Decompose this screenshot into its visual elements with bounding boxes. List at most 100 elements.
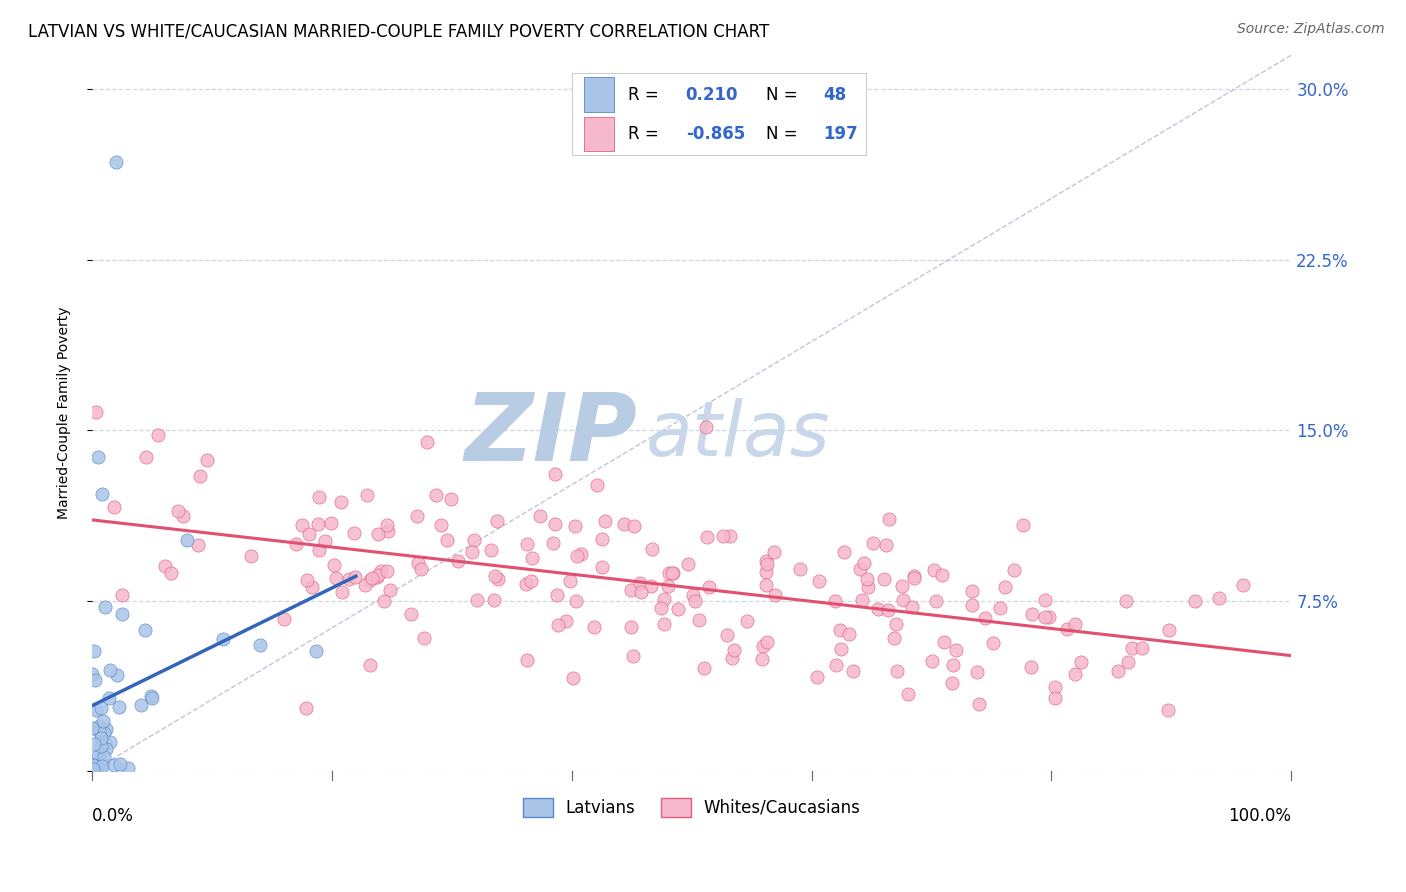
Point <box>877 512 900 526</box>
Point <box>555 614 578 628</box>
Point <box>688 613 710 627</box>
Point <box>723 643 745 657</box>
Point <box>82 667 104 681</box>
Point <box>630 584 652 599</box>
Point <box>1132 640 1154 655</box>
Point <box>806 670 828 684</box>
Point <box>1121 641 1143 656</box>
Point <box>925 593 948 607</box>
Point <box>897 687 920 701</box>
Point <box>884 616 907 631</box>
Point <box>1033 593 1056 607</box>
Text: 0.210: 0.210 <box>686 86 738 103</box>
Point <box>868 601 890 615</box>
Point <box>1116 655 1139 669</box>
Point <box>377 524 399 538</box>
Point <box>359 658 381 673</box>
Point <box>370 564 392 578</box>
Point <box>522 551 544 566</box>
Legend: Latvians, Whites/Caucasians: Latvians, Whites/Caucasians <box>516 791 868 823</box>
Point <box>135 450 157 465</box>
Point <box>330 495 353 509</box>
Text: -0.865: -0.865 <box>686 125 745 143</box>
FancyBboxPatch shape <box>583 117 613 151</box>
Point <box>83 737 105 751</box>
Point <box>621 649 644 664</box>
Point <box>652 591 675 606</box>
Point <box>354 578 377 592</box>
Point <box>658 566 681 580</box>
Point <box>1157 623 1180 637</box>
Point <box>666 601 689 615</box>
Point <box>558 574 581 589</box>
Point <box>1184 593 1206 607</box>
Point <box>678 558 700 572</box>
Point <box>360 571 382 585</box>
Point <box>366 570 388 584</box>
Point <box>1033 610 1056 624</box>
Point <box>1064 617 1087 632</box>
Point <box>82 721 104 735</box>
Point <box>893 592 915 607</box>
Point <box>482 593 505 607</box>
Point <box>966 665 988 679</box>
Point <box>89 756 111 770</box>
Point <box>1045 680 1067 694</box>
Point <box>696 530 718 544</box>
Point <box>613 517 636 532</box>
Point <box>640 578 662 592</box>
Point <box>375 564 398 578</box>
Point <box>186 538 208 552</box>
Point <box>755 578 778 592</box>
Point <box>763 588 786 602</box>
Point <box>90 700 112 714</box>
Point <box>593 514 616 528</box>
Point <box>447 554 470 568</box>
Point <box>851 593 873 607</box>
Point <box>89 752 111 766</box>
Point <box>1208 591 1230 606</box>
Point <box>564 594 586 608</box>
Text: N =: N = <box>766 125 797 143</box>
Point <box>974 611 997 625</box>
Point <box>762 545 785 559</box>
Point <box>84 703 107 717</box>
Point <box>981 635 1004 649</box>
Point <box>141 690 163 705</box>
Point <box>146 427 169 442</box>
Point <box>1115 593 1137 607</box>
Point <box>484 568 506 582</box>
Point <box>751 652 773 666</box>
Point <box>84 405 107 419</box>
Point <box>195 452 218 467</box>
Point <box>285 537 308 551</box>
Point <box>641 541 664 556</box>
Point <box>305 643 328 657</box>
Point <box>436 533 458 547</box>
Point <box>153 558 176 573</box>
Text: N =: N = <box>766 86 797 103</box>
Point <box>375 518 398 533</box>
Point <box>569 547 592 561</box>
Point <box>131 698 153 713</box>
Point <box>172 508 194 523</box>
Point <box>544 467 567 481</box>
Point <box>931 567 953 582</box>
Point <box>883 631 905 645</box>
Point <box>141 689 163 703</box>
Point <box>314 534 336 549</box>
Point <box>298 527 321 541</box>
Point <box>337 572 360 586</box>
Point <box>134 623 156 637</box>
Point <box>682 588 704 602</box>
FancyBboxPatch shape <box>583 78 613 112</box>
Text: atlas: atlas <box>647 398 831 472</box>
Point <box>373 593 395 607</box>
Point <box>249 638 271 652</box>
Point <box>683 593 706 607</box>
Point <box>105 155 128 169</box>
Point <box>84 673 107 688</box>
Point <box>413 631 436 645</box>
Point <box>620 582 643 597</box>
Point <box>212 632 235 647</box>
